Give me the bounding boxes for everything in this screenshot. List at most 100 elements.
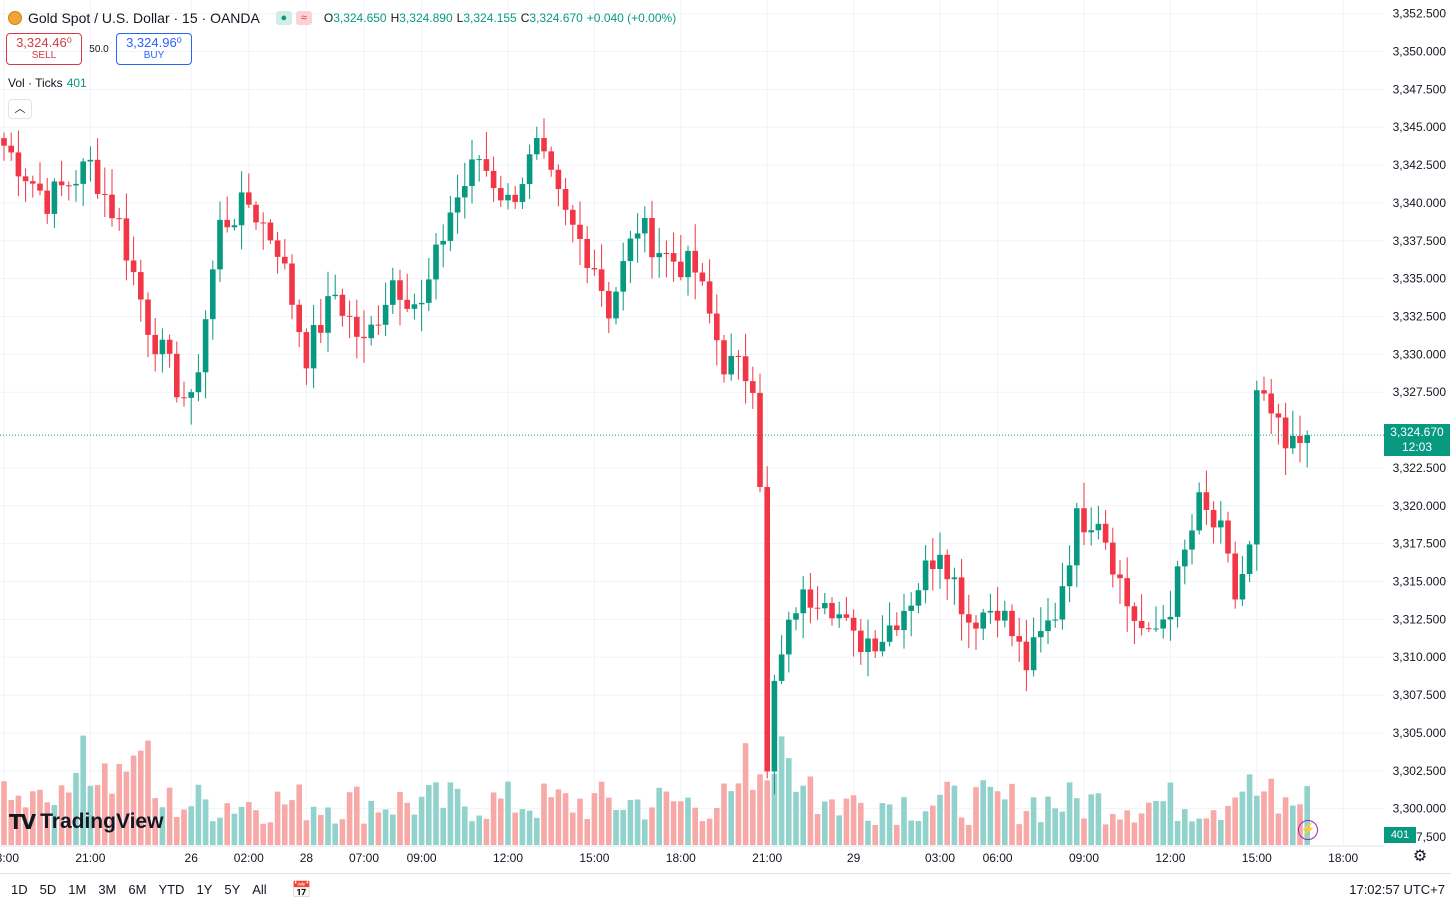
- volume-bar: [282, 804, 288, 845]
- candle-body: [1218, 520, 1224, 528]
- candle-body: [404, 299, 410, 309]
- candle-body: [390, 280, 396, 305]
- candle-body: [843, 614, 850, 618]
- volume-bar: [109, 793, 115, 845]
- candle-body: [1110, 542, 1116, 575]
- volume-bar: [728, 791, 734, 845]
- high-label: H: [390, 11, 400, 25]
- volume-bar: [37, 789, 43, 845]
- candle-body: [519, 184, 526, 202]
- tradingview-wordmark: TradingView: [40, 810, 164, 833]
- collapse-legend-button[interactable]: ︿: [8, 99, 32, 119]
- candle-body: [642, 218, 648, 234]
- volume-bar: [670, 801, 677, 845]
- gear-icon[interactable]: ⚙: [1412, 848, 1428, 865]
- range-button-1m[interactable]: 1M: [68, 882, 87, 897]
- candle-body: [937, 554, 943, 570]
- range-button-ytd[interactable]: YTD: [158, 882, 185, 897]
- range-button-6m[interactable]: 6M: [128, 882, 147, 897]
- candle-body: [598, 269, 605, 291]
- candle-body: [1023, 641, 1030, 671]
- range-button-5d[interactable]: 5D: [39, 882, 57, 897]
- volume-bar: [1275, 813, 1282, 845]
- candle-body: [858, 630, 864, 652]
- volume-bar: [454, 788, 461, 845]
- timezone-clock[interactable]: 17:02:57 UTC+7: [1349, 882, 1445, 897]
- volume-bar: [699, 821, 706, 845]
- candle-body: [1160, 619, 1166, 629]
- candle-body: [1261, 390, 1267, 394]
- volume-value: 401: [66, 76, 87, 90]
- range-button-1y[interactable]: 1Y: [196, 882, 213, 897]
- candle-body: [1052, 619, 1058, 621]
- candle-body: [584, 238, 590, 268]
- range-button-all[interactable]: All: [252, 882, 267, 897]
- candle-body: [692, 250, 698, 273]
- range-button-1d[interactable]: 1D: [11, 882, 28, 897]
- candle-body: [836, 614, 842, 619]
- volume-bar: [886, 804, 893, 845]
- volume-bar: [1016, 824, 1022, 845]
- volume-bar: [721, 783, 727, 845]
- volume-bar: [1146, 802, 1152, 845]
- candle-body: [1030, 637, 1037, 671]
- volume-bar: [901, 797, 907, 845]
- volume-bar: [598, 781, 605, 845]
- candle-body: [22, 176, 29, 182]
- candle-body: [901, 610, 907, 631]
- volume-bar: [490, 792, 497, 845]
- volume-bar: [138, 750, 144, 845]
- range-button-5y[interactable]: 5Y: [224, 882, 241, 897]
- candle-body: [296, 304, 302, 333]
- volume-bar: [260, 823, 266, 845]
- candle-body: [87, 159, 94, 162]
- candle-body: [202, 319, 209, 373]
- volume-bar: [570, 812, 576, 845]
- volume-bar: [620, 809, 626, 845]
- volume-bar: [1088, 794, 1094, 845]
- volume-bar: [1030, 797, 1037, 845]
- volume-bar: [447, 782, 454, 845]
- volume-bar: [879, 803, 886, 845]
- volume-bar: [303, 820, 310, 845]
- volume-bar: [966, 824, 972, 845]
- price-axis-label: 3,330.000: [1393, 347, 1447, 361]
- volume-bar: [58, 785, 65, 845]
- volume-bar: [742, 743, 749, 845]
- candle-body: [994, 610, 1001, 621]
- volume-bar: [1268, 778, 1274, 845]
- candle-body: [555, 169, 562, 190]
- tradingview-logo[interactable]: TV TradingView: [9, 810, 163, 834]
- range-button-3m[interactable]: 3M: [98, 882, 117, 897]
- buy-button[interactable]: 3,324.96⁰ BUY: [116, 33, 192, 65]
- volume-legend[interactable]: Vol · Ticks 401: [8, 76, 87, 90]
- spread-value: 50.0: [89, 43, 109, 55]
- candle-body: [951, 577, 958, 580]
- price-chart[interactable]: 3,352.500 3,350.000 3,347.500 3,345.000 3,34…: [0, 0, 1451, 873]
- volume-bar: [1002, 799, 1008, 845]
- candle-body: [116, 218, 122, 220]
- candle-body: [224, 219, 230, 228]
- volume-bar: [836, 815, 842, 845]
- candle-body: [462, 186, 468, 198]
- volume-bar: [15, 795, 22, 845]
- price-axis-label: 3,320.000: [1393, 499, 1447, 513]
- candle-body: [1297, 435, 1303, 443]
- go-to-date-calendar-icon[interactable]: 📅: [291, 881, 312, 899]
- price-axis-label: 3,317.500: [1393, 537, 1447, 551]
- market-status-pill[interactable]: ● ≈: [275, 11, 312, 25]
- candle-body: [282, 256, 288, 264]
- volume-bar: [462, 806, 468, 845]
- lightning-icon[interactable]: ⚡: [1298, 820, 1318, 840]
- candle-body: [656, 253, 662, 258]
- sell-button[interactable]: 3,324.46⁰ SELL: [6, 33, 82, 65]
- candle-body: [51, 181, 58, 214]
- volume-bar: [771, 773, 778, 845]
- symbol-title[interactable]: Gold Spot / U.S. Dollar · 15 · OANDA: [28, 10, 260, 26]
- price-axis-label: 3,302.500: [1393, 764, 1447, 778]
- candle-body: [433, 244, 439, 280]
- volume-bar: [627, 799, 634, 845]
- volume-bar: [1052, 808, 1058, 845]
- volume-bar: [678, 801, 684, 845]
- low-label: L: [456, 11, 464, 25]
